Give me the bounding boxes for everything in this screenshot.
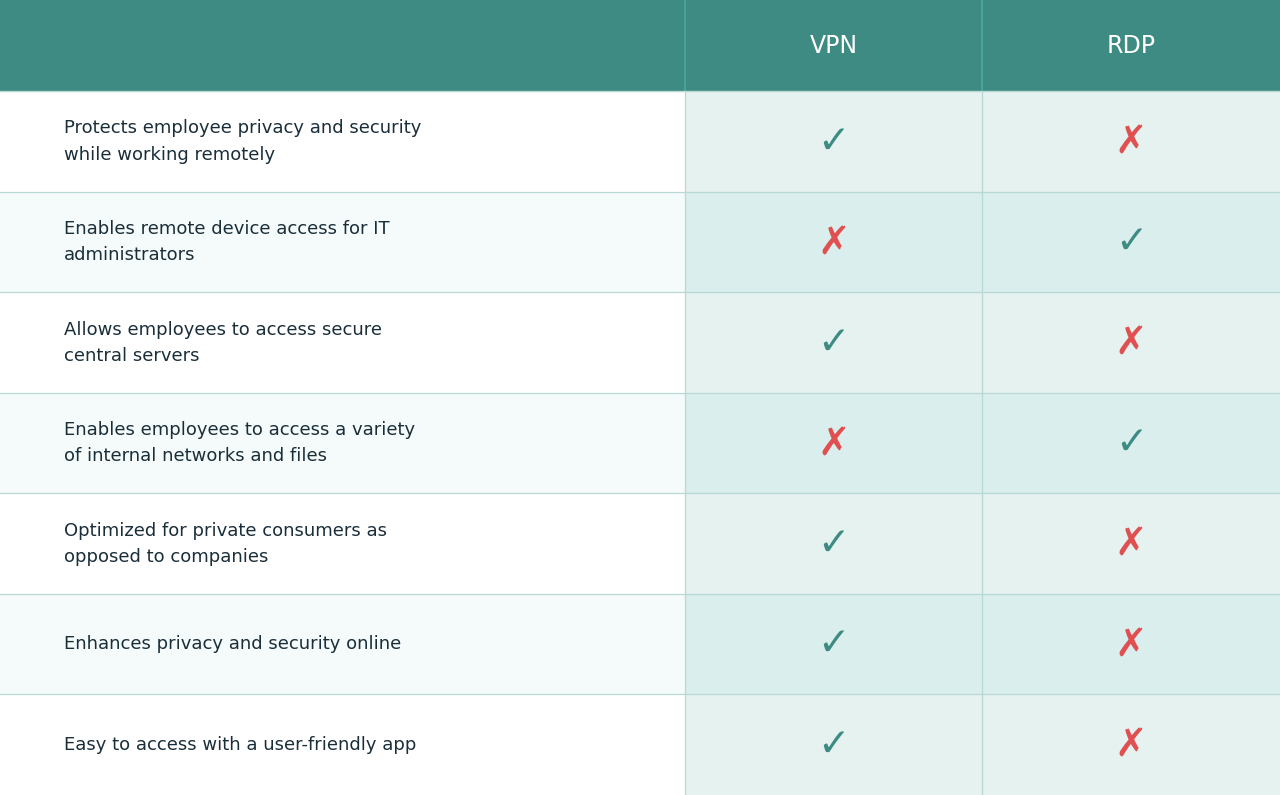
Bar bbox=[685, 192, 983, 293]
Text: Enables remote device access for IT
administrators: Enables remote device access for IT admi… bbox=[64, 220, 389, 265]
Bar bbox=[983, 91, 1280, 192]
Text: ✗: ✗ bbox=[1115, 324, 1147, 362]
Bar bbox=[983, 695, 1280, 795]
Bar bbox=[0, 0, 1280, 91]
Bar bbox=[685, 293, 983, 393]
Bar bbox=[0, 695, 685, 795]
Text: ✓: ✓ bbox=[818, 625, 850, 663]
Text: Optimized for private consumers as
opposed to companies: Optimized for private consumers as oppos… bbox=[64, 522, 387, 566]
Bar bbox=[0, 494, 685, 594]
Bar bbox=[983, 594, 1280, 695]
Text: Allows employees to access secure
central servers: Allows employees to access secure centra… bbox=[64, 320, 381, 365]
Text: ✗: ✗ bbox=[1115, 525, 1147, 563]
Bar bbox=[685, 393, 983, 494]
Bar bbox=[0, 192, 685, 293]
Text: ✓: ✓ bbox=[1115, 425, 1147, 462]
Text: Protects employee privacy and security
while working remotely: Protects employee privacy and security w… bbox=[64, 119, 421, 164]
Bar bbox=[0, 594, 685, 695]
Bar bbox=[685, 695, 983, 795]
Text: Enhances privacy and security online: Enhances privacy and security online bbox=[64, 635, 401, 653]
Bar bbox=[0, 393, 685, 494]
Bar bbox=[983, 393, 1280, 494]
Bar bbox=[0, 91, 685, 192]
Text: ✗: ✗ bbox=[1115, 726, 1147, 764]
Text: Enables employees to access a variety
of internal networks and files: Enables employees to access a variety of… bbox=[64, 421, 415, 465]
Text: RDP: RDP bbox=[1107, 33, 1156, 58]
Bar bbox=[983, 293, 1280, 393]
Text: ✗: ✗ bbox=[1115, 625, 1147, 663]
Bar bbox=[685, 594, 983, 695]
Bar bbox=[983, 192, 1280, 293]
Text: ✓: ✓ bbox=[818, 122, 850, 161]
Text: ✓: ✓ bbox=[818, 324, 850, 362]
Text: ✗: ✗ bbox=[818, 223, 850, 262]
Text: ✗: ✗ bbox=[1115, 122, 1147, 161]
Bar bbox=[685, 494, 983, 594]
Text: VPN: VPN bbox=[809, 33, 858, 58]
Bar bbox=[685, 91, 983, 192]
Bar bbox=[0, 293, 685, 393]
Text: Easy to access with a user-friendly app: Easy to access with a user-friendly app bbox=[64, 735, 416, 754]
Bar bbox=[983, 494, 1280, 594]
Text: ✗: ✗ bbox=[818, 425, 850, 462]
Text: ✓: ✓ bbox=[1115, 223, 1147, 262]
Text: ✓: ✓ bbox=[818, 726, 850, 764]
Text: ✓: ✓ bbox=[818, 525, 850, 563]
